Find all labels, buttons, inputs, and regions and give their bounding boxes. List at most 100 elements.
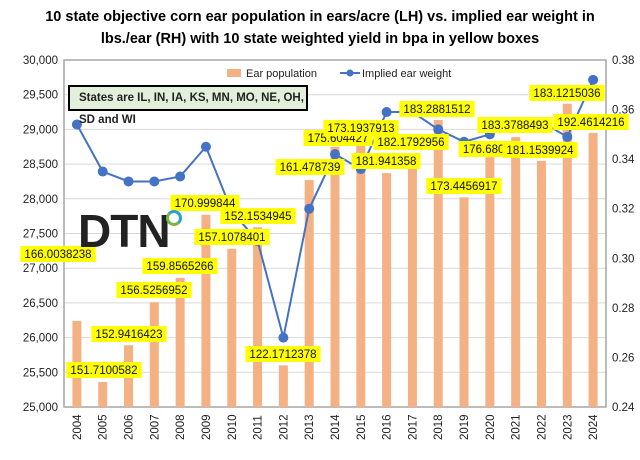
left-axis-tick-label: 27,500 bbox=[23, 229, 58, 241]
point-implied-ear-weight bbox=[304, 203, 315, 214]
left-axis-tick-label: 26,000 bbox=[23, 333, 58, 345]
chart-title: 10 state objective corn ear population i… bbox=[0, 6, 640, 50]
bar-ear-population bbox=[330, 146, 340, 407]
yield-label-box bbox=[142, 258, 218, 274]
yield-label: 183.1215036 bbox=[533, 88, 600, 100]
yield-label: 159.8565266 bbox=[146, 261, 213, 273]
title-line-1: 10 state objective corn ear population i… bbox=[45, 9, 595, 25]
x-axis-tick-label: 2020 bbox=[485, 414, 497, 440]
point-implied-ear-weight bbox=[200, 141, 211, 152]
point-implied-ear-weight bbox=[97, 166, 108, 177]
bar-ear-population bbox=[382, 173, 392, 407]
yield-label: 173.4456917 bbox=[430, 181, 497, 193]
point-implied-ear-weight bbox=[588, 74, 599, 85]
left-axis-tick-label: 30,000 bbox=[23, 55, 58, 67]
yield-label-box bbox=[502, 142, 578, 158]
yield-label: 152.9416423 bbox=[95, 329, 162, 341]
yield-label: 181.941358 bbox=[356, 156, 417, 168]
point-implied-ear-weight bbox=[149, 176, 160, 187]
yield-label-box bbox=[20, 246, 96, 262]
x-axis-tick-label: 2005 bbox=[98, 414, 110, 440]
right-axis-tick-label: 0.28 bbox=[612, 303, 634, 315]
bar-ear-population bbox=[356, 143, 366, 407]
yield-label-box bbox=[323, 120, 399, 136]
bar-ear-population bbox=[562, 103, 572, 408]
x-axis-tick-label: 2013 bbox=[304, 414, 316, 440]
bar-ear-population bbox=[201, 214, 211, 407]
legend-label-ear-population: Ear population bbox=[246, 68, 317, 80]
x-axis-tick-label: 2015 bbox=[356, 414, 368, 440]
left-axis-tick-label: 29,000 bbox=[23, 124, 58, 136]
x-axis-tick-label: 2008 bbox=[175, 414, 187, 440]
yield-label: 151.7100582 bbox=[70, 365, 137, 377]
x-axis-tick-label: 2011 bbox=[253, 415, 265, 440]
dtn-logo-ring-icon bbox=[166, 210, 182, 226]
yield-label: 122.1712378 bbox=[249, 349, 316, 361]
x-axis-tick-label: 2024 bbox=[588, 414, 600, 440]
yield-label-box bbox=[66, 362, 142, 378]
yield-label-box bbox=[91, 326, 167, 342]
point-implied-ear-weight bbox=[433, 124, 444, 135]
right-axis-tick-label: 0.24 bbox=[612, 402, 635, 414]
right-axis-tick-label: 0.32 bbox=[612, 204, 634, 216]
bar-ear-population bbox=[175, 277, 185, 407]
point-implied-ear-weight bbox=[381, 107, 392, 118]
left-axis-tick-label: 25,500 bbox=[23, 367, 58, 379]
point-implied-ear-weight bbox=[71, 119, 82, 130]
point-implied-ear-weight bbox=[562, 131, 573, 142]
yield-label-box bbox=[529, 85, 605, 101]
yield-label: 192.4614216 bbox=[557, 117, 624, 129]
x-axis-tick-label: 2006 bbox=[124, 414, 136, 440]
bar-ear-population bbox=[485, 157, 495, 407]
yield-label-box bbox=[170, 195, 240, 211]
yield-label: 157.1078401 bbox=[198, 232, 265, 244]
right-axis-tick-label: 0.30 bbox=[612, 253, 634, 265]
x-axis-tick-label: 2022 bbox=[536, 414, 548, 440]
yield-label-box bbox=[275, 159, 345, 175]
dtn-logo: DTN bbox=[78, 205, 171, 257]
bar-ear-population bbox=[433, 120, 443, 407]
yield-label-box bbox=[351, 153, 421, 169]
left-axis-tick-label: 29,500 bbox=[23, 90, 58, 102]
yield-label: 166.0038238 bbox=[24, 249, 91, 261]
yield-label: 173.1937913 bbox=[327, 123, 394, 135]
x-axis-tick-label: 2018 bbox=[433, 414, 445, 440]
left-axis-tick-label: 28,000 bbox=[23, 194, 58, 206]
bar-ear-population bbox=[149, 302, 159, 407]
left-axis-tick-label: 26,500 bbox=[23, 298, 58, 310]
right-axis-tick-label: 0.38 bbox=[612, 55, 634, 67]
left-axis-tick-label: 25,000 bbox=[23, 402, 58, 414]
legend-swatch-ear-population bbox=[227, 69, 241, 77]
yield-label: 183.2881512 bbox=[403, 104, 470, 116]
yield-label-box bbox=[373, 134, 449, 150]
right-axis-tick-label: 0.36 bbox=[612, 105, 634, 117]
bar-ear-population bbox=[588, 132, 598, 407]
right-axis-tick-label: 0.26 bbox=[612, 352, 634, 364]
bar-ear-population bbox=[536, 160, 546, 407]
legend-label-implied-ear-weight: Implied ear weight bbox=[362, 68, 451, 80]
x-axis-tick-label: 2014 bbox=[330, 414, 342, 440]
bar-ear-population bbox=[98, 382, 108, 407]
x-axis-tick-label: 2012 bbox=[278, 414, 290, 440]
yield-label-box bbox=[194, 229, 270, 245]
x-axis-tick-label: 2009 bbox=[201, 414, 213, 440]
bar-ear-population bbox=[278, 365, 288, 407]
point-implied-ear-weight bbox=[278, 332, 289, 343]
yield-label-box bbox=[399, 101, 475, 117]
yield-label: 183.3788493 bbox=[481, 120, 548, 132]
left-axis-tick-label: 27,000 bbox=[23, 263, 58, 275]
yield-label-box bbox=[426, 178, 502, 194]
bar-ear-population bbox=[253, 227, 263, 407]
point-implied-ear-weight bbox=[175, 171, 186, 182]
x-axis-tick-label: 2010 bbox=[227, 414, 239, 440]
bar-ear-population bbox=[227, 248, 237, 407]
x-axis-tick-label: 2016 bbox=[382, 414, 394, 440]
yield-label-box bbox=[245, 346, 321, 362]
x-axis-tick-label: 2023 bbox=[562, 414, 574, 440]
legend-marker-implied-ear-weight bbox=[346, 69, 354, 77]
yield-label-box bbox=[553, 114, 629, 130]
yield-label-box bbox=[116, 282, 192, 298]
x-axis-tick-label: 2017 bbox=[407, 414, 419, 440]
bar-ear-population bbox=[459, 197, 469, 407]
